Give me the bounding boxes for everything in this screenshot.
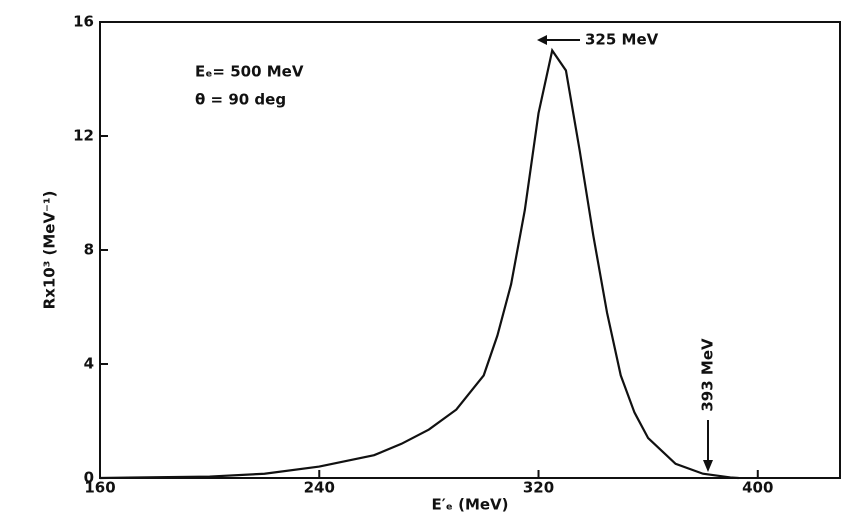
arrow-head bbox=[703, 460, 713, 472]
arrow-head bbox=[537, 35, 547, 45]
annotation: 325 MeV bbox=[585, 31, 659, 49]
annotation: 393 MeV bbox=[699, 338, 717, 412]
annotation: Eₑ= 500 MeV bbox=[195, 63, 304, 81]
data-line bbox=[100, 51, 739, 479]
y-axis-label: Rx10³ (MeV⁻¹) bbox=[41, 191, 59, 310]
x-tick-label: 240 bbox=[304, 479, 335, 497]
x-tick-label: 400 bbox=[742, 479, 773, 497]
y-tick-label: 12 bbox=[73, 127, 94, 145]
annotation: θ = 90 deg bbox=[195, 91, 286, 109]
x-axis-label: E′ₑ (MeV) bbox=[431, 496, 508, 514]
x-tick-label: 160 bbox=[84, 479, 115, 497]
x-tick-label: 320 bbox=[523, 479, 554, 497]
y-tick-label: 8 bbox=[84, 241, 94, 259]
chart: E′ₑ (MeV) Rx10³ (MeV⁻¹) Eₑ= 500 MeV θ = … bbox=[0, 0, 853, 515]
y-tick-label: 16 bbox=[73, 13, 94, 31]
y-tick-label: 4 bbox=[84, 355, 94, 373]
